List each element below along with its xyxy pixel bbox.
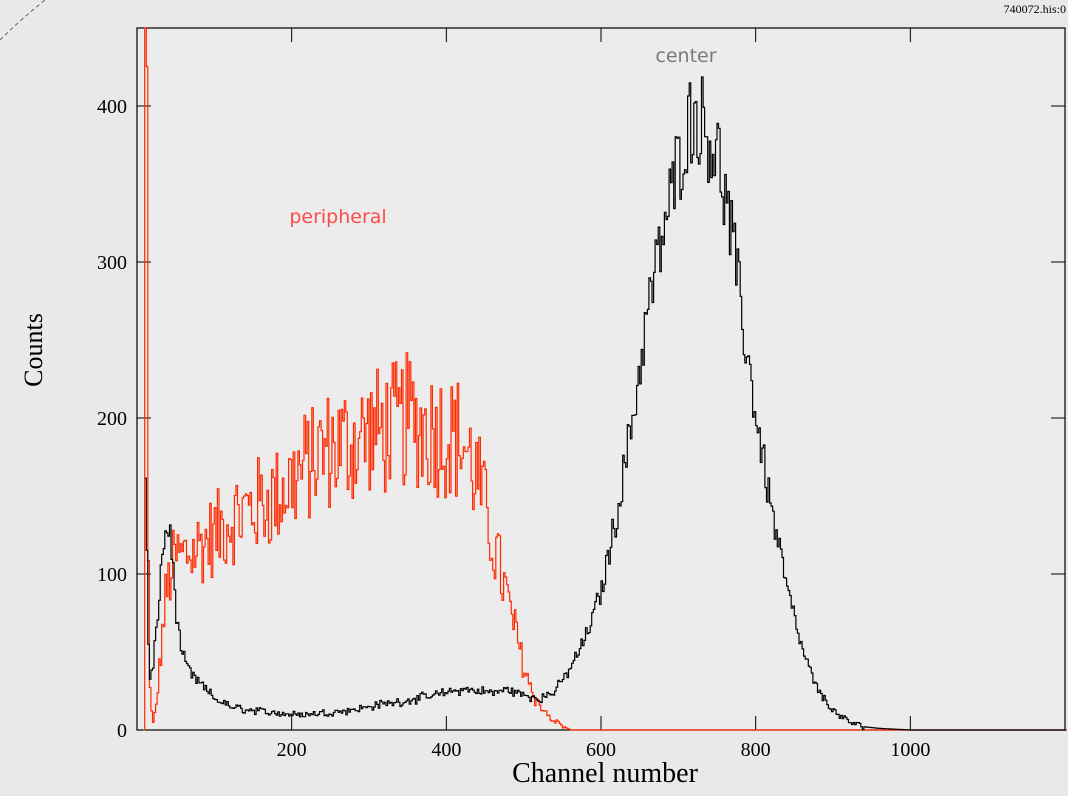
y-tick-label: 400 [97, 96, 127, 118]
y-tick-label: 200 [97, 408, 127, 430]
file-label: 740072.his:0 [1004, 2, 1066, 16]
y-axis-label: Counts [19, 313, 48, 387]
page-curl-decoration [0, 0, 46, 41]
series-line-peripheral [143, 27, 1067, 731]
x-tick-label: 600 [586, 739, 616, 761]
y-tick-label: 100 [97, 564, 127, 586]
x-tick-label: 200 [277, 739, 307, 761]
annotation-center: center [655, 45, 716, 67]
annotation-peripheral: peripheral [289, 206, 386, 228]
series-layer [143, 27, 1067, 731]
y-tick-label: 300 [97, 252, 127, 274]
x-tick-label: 800 [741, 739, 771, 761]
x-tick-label: 400 [431, 739, 461, 761]
axis-tick-labels: 200 400 600 800 1000 0 100 200 300 400 [97, 96, 930, 761]
series-line-center [144, 76, 1067, 731]
x-tick-label: 1000 [890, 739, 930, 761]
y-tick-label: 0 [117, 720, 127, 742]
plot-area [136, 27, 1066, 731]
x-axis-label: Channel number [512, 758, 699, 789]
